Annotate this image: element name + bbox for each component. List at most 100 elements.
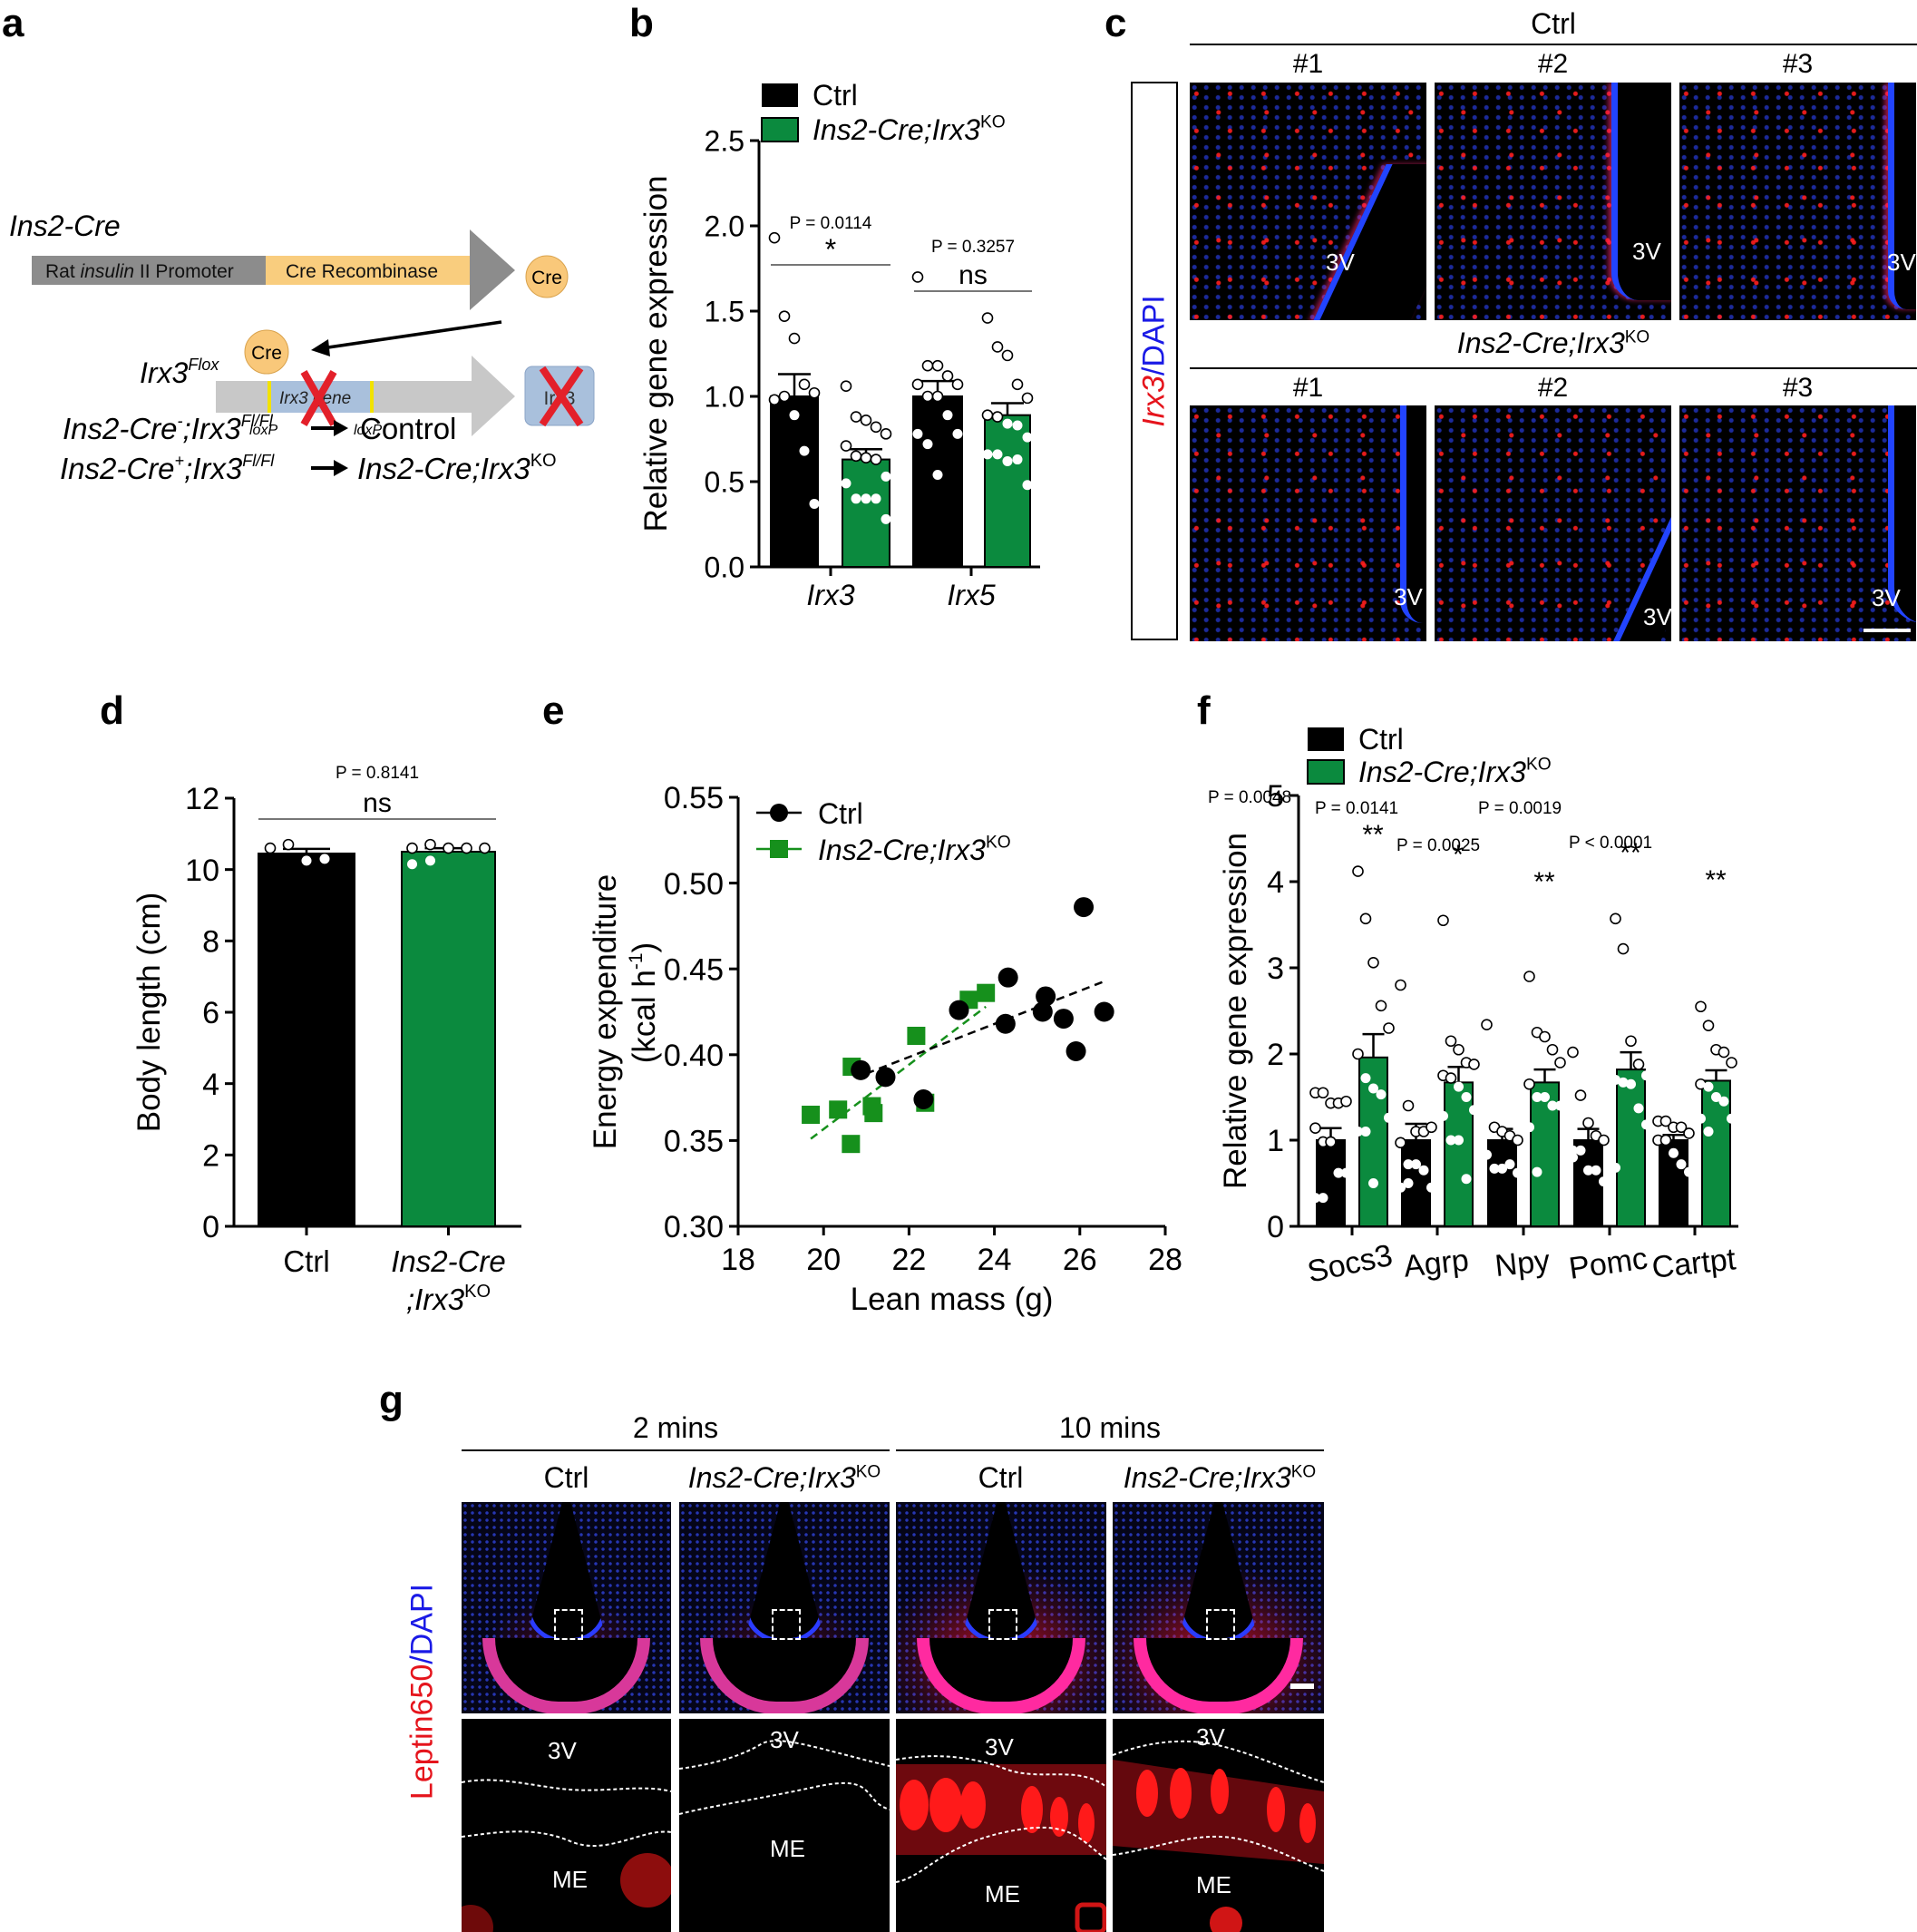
y-tick-label: 0.35 xyxy=(664,1125,724,1159)
scale-bar xyxy=(1290,1683,1314,1689)
data-point xyxy=(850,450,862,463)
x-category-label: Ins2-Cre xyxy=(391,1244,506,1278)
x-tick-label: 18 xyxy=(721,1243,755,1277)
data-point xyxy=(789,410,800,421)
image-label: #2 xyxy=(1537,373,1569,403)
data-point xyxy=(406,842,418,854)
recombinase-segment xyxy=(266,256,470,285)
promoter-label: Rat insulin II Promoter xyxy=(45,261,234,282)
data-point xyxy=(1353,1127,1363,1137)
column-label: Ins2-Cre;Irx3KO xyxy=(687,1461,881,1494)
data-point xyxy=(1360,1073,1371,1084)
data-point xyxy=(1547,1100,1558,1111)
data-point xyxy=(1568,1145,1578,1156)
data-point xyxy=(808,386,821,399)
data-point xyxy=(1445,1135,1456,1146)
image-label: #1 xyxy=(1292,373,1324,403)
data-point xyxy=(1504,1159,1515,1170)
data-point xyxy=(870,454,882,465)
data-point xyxy=(1403,1159,1414,1170)
panel-label-f: f xyxy=(1197,688,1211,733)
y-tick-label: 0.45 xyxy=(664,952,724,987)
data-point xyxy=(1325,1136,1337,1148)
data-point xyxy=(1703,1127,1714,1137)
data-point xyxy=(799,445,810,456)
y-tick-label: 0.5 xyxy=(705,466,744,499)
overview-ctrl-2min xyxy=(462,1502,671,1713)
y-tick-label: 2 xyxy=(202,1139,219,1174)
data-point xyxy=(1567,1046,1579,1059)
y-tick-label: 3 xyxy=(1267,951,1284,986)
data-point xyxy=(424,838,436,851)
data-point xyxy=(1675,1121,1688,1134)
data-point xyxy=(1625,1035,1637,1048)
data-point xyxy=(1683,1127,1695,1139)
leptin-stain-label: Leptin650 xyxy=(404,1664,440,1800)
group-title-ko: Ins2-Cre;Irx3KO xyxy=(1456,327,1650,359)
data-point xyxy=(1395,979,1406,991)
data-point xyxy=(1445,1035,1457,1048)
panel-label-g: g xyxy=(379,1378,404,1422)
data-point xyxy=(911,378,924,391)
micrograph-ko-2: 3V xyxy=(1435,405,1671,641)
data-point xyxy=(1582,1117,1594,1129)
data-point xyxy=(1513,1167,1523,1178)
data-point xyxy=(1360,1127,1371,1137)
y-tick-label: 10 xyxy=(185,854,219,888)
data-point xyxy=(1610,1075,1620,1085)
data-point xyxy=(1310,1193,1320,1204)
data-point xyxy=(1309,1122,1321,1135)
legend-label-ko: Ins2-Cre;Irx3KO xyxy=(813,113,1006,146)
data-point xyxy=(1641,1070,1651,1081)
data-point xyxy=(1368,1083,1378,1094)
data-point xyxy=(921,390,934,403)
y-tick-label: 2 xyxy=(1267,1038,1284,1072)
bar-ctrl xyxy=(912,395,963,568)
data-point xyxy=(1684,1166,1694,1177)
data-point xyxy=(870,421,882,434)
x-tick-label: 28 xyxy=(1148,1243,1182,1277)
data-point xyxy=(981,409,994,421)
data-point xyxy=(319,854,330,864)
data-point xyxy=(860,452,872,463)
data-point xyxy=(1676,1159,1687,1170)
svg-text:Ins2-Cre;Irx3KO: Ins2-Cre;Irx3KO xyxy=(357,451,557,485)
data-point xyxy=(1461,1092,1472,1102)
data-point xyxy=(952,428,963,439)
legend-label-ctrl: Ctrl xyxy=(1358,723,1404,756)
data-point xyxy=(1384,1112,1394,1123)
data-point xyxy=(1012,454,1023,465)
y-tick-label: 0.0 xyxy=(705,551,744,584)
data-point xyxy=(911,271,924,283)
data-point-ctrl xyxy=(1074,897,1095,918)
bar-ko xyxy=(984,414,1031,568)
x-category-label: Irx5 xyxy=(947,579,996,611)
data-point xyxy=(922,439,933,450)
trendline-ko xyxy=(810,1005,987,1140)
data-point xyxy=(1695,1000,1707,1013)
data-point-ctrl xyxy=(851,1059,871,1080)
data-point-ko xyxy=(829,1100,848,1119)
data-point xyxy=(1437,914,1449,927)
data-point xyxy=(1454,1081,1464,1092)
data-point xyxy=(1583,1165,1593,1176)
group-title-ctrl: Ctrl xyxy=(1531,7,1576,40)
y-tick-label: 0 xyxy=(1267,1210,1284,1244)
data-point xyxy=(1659,1115,1672,1127)
y-axis-label: Relative gene expression xyxy=(638,175,674,532)
significance-mark: ** xyxy=(1533,867,1555,897)
group-divider xyxy=(1190,44,1917,45)
data-point-ctrl xyxy=(913,1088,934,1109)
panel-label-c: c xyxy=(1104,1,1127,45)
data-point-ctrl xyxy=(1036,986,1056,1007)
data-point xyxy=(1497,1163,1507,1174)
data-point xyxy=(1002,455,1013,466)
overview-ko-10min xyxy=(1113,1502,1324,1713)
data-point xyxy=(1453,1043,1465,1056)
panel-f-chart: Ctrl Ins2-Cre;Irx3KO 0 1 2 3 4 5 Socs3 P = 0.0048… xyxy=(1206,723,1786,1342)
significance-mark: ns xyxy=(363,788,392,818)
data-point xyxy=(1702,1020,1715,1031)
construct-arrowhead xyxy=(470,229,515,310)
data-point-ctrl xyxy=(997,967,1018,988)
